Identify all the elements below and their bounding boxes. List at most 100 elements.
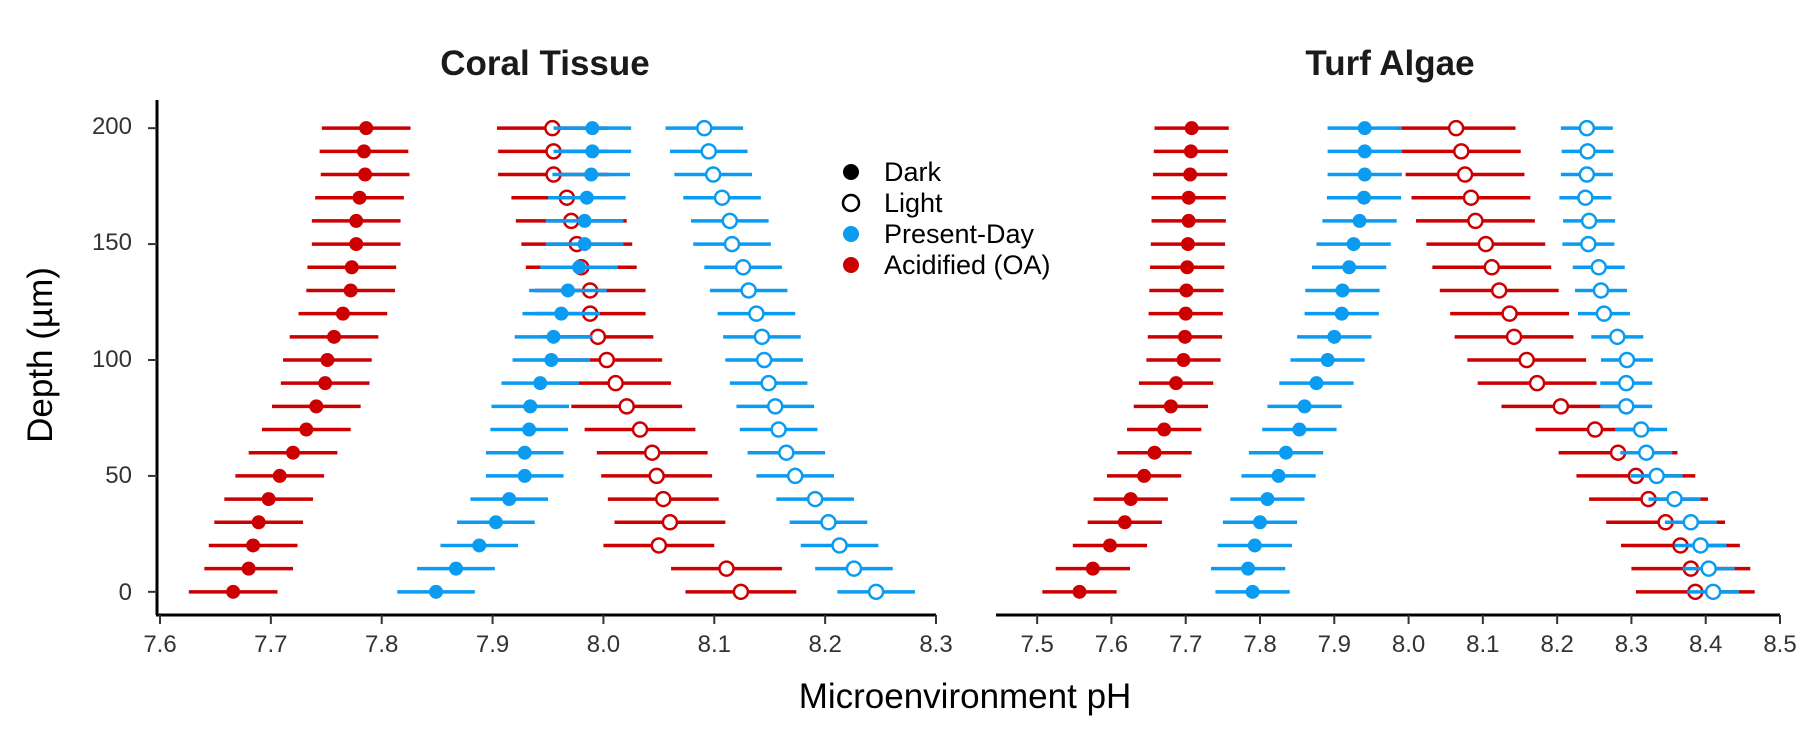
data-point	[650, 537, 668, 554]
data-point	[554, 306, 569, 321]
data-point	[544, 353, 559, 367]
data-point	[1357, 121, 1372, 136]
x-tick-label: 8.2	[808, 631, 841, 658]
data-point	[1180, 237, 1195, 252]
data-point	[309, 399, 324, 414]
data-point	[1456, 166, 1474, 183]
x-tick-label: 7.6	[143, 631, 176, 658]
data-point	[1245, 584, 1260, 599]
data-point	[1590, 259, 1607, 276]
data-point	[1586, 421, 1604, 438]
data-point	[845, 560, 863, 577]
data-point	[572, 260, 587, 275]
data-point	[1181, 190, 1196, 205]
x-tick-label: 8.1	[1466, 631, 1499, 658]
data-point	[755, 351, 773, 369]
y-tick-label: 100	[92, 346, 132, 373]
y-tick-labels: 0 50 100 150 200	[92, 113, 132, 606]
data-point	[1292, 422, 1307, 437]
data-point	[1682, 514, 1700, 531]
data-point	[748, 305, 765, 322]
data-point	[1163, 399, 1178, 414]
data-point	[320, 353, 335, 367]
data-point	[246, 538, 261, 553]
data-point	[1467, 212, 1484, 230]
data-point	[1578, 166, 1596, 183]
x-tick-label: 8.2	[1540, 631, 1573, 658]
data-point	[226, 584, 241, 599]
data-point	[1580, 235, 1597, 253]
data-point	[1447, 119, 1465, 137]
data-point	[502, 492, 517, 507]
data-point	[831, 537, 848, 554]
x-tick-label: 7.8	[365, 631, 398, 658]
data-point	[770, 421, 787, 438]
data-point	[753, 328, 771, 346]
data-point	[585, 144, 600, 159]
data-point	[1648, 467, 1665, 485]
data-point	[1357, 144, 1372, 159]
axes: 7.6 7.7 7.8 7.9 8.0 8.1 8.2 8.3 7.5 7.6 7.7 7.8 7.9 8…	[143, 100, 1797, 658]
x-tick-label: 8.0	[587, 631, 620, 658]
x-tick-label: 7.7	[254, 631, 287, 658]
data-point	[1309, 376, 1324, 391]
data-point	[488, 515, 503, 530]
y-tick-label: 50	[105, 462, 132, 489]
data-point	[1666, 490, 1683, 508]
data-point	[589, 328, 607, 346]
x-tick-label: 8.3	[919, 631, 952, 658]
data-point	[732, 583, 750, 601]
legend-dark-marker	[843, 164, 859, 180]
data-point	[1320, 353, 1335, 367]
data-point	[356, 144, 371, 159]
data-point	[1147, 445, 1162, 460]
data-point	[358, 167, 373, 182]
x-tick-label: 8.3	[1615, 631, 1648, 658]
legend-light-label: Light	[884, 188, 943, 218]
data-point	[1157, 422, 1172, 437]
x-tick-label: 8.1	[698, 631, 731, 658]
legend-present-day-marker	[843, 226, 859, 242]
data-point	[1552, 398, 1570, 415]
data-point	[598, 351, 616, 369]
data-point	[806, 490, 824, 508]
data-point	[1618, 351, 1636, 369]
data-point	[343, 283, 358, 298]
data-point	[1617, 398, 1635, 415]
data-point	[1477, 235, 1495, 253]
data-point	[655, 490, 672, 508]
data-point	[577, 213, 592, 228]
data-point	[1352, 213, 1367, 228]
data-point	[272, 468, 287, 483]
data-point	[560, 283, 575, 298]
data-point	[1072, 584, 1087, 599]
data-point	[767, 398, 784, 415]
data-point	[522, 422, 537, 437]
legend: Dark Light Present-Day Acidified (OA)	[841, 157, 1051, 280]
data-point	[1638, 444, 1655, 461]
data-point	[1609, 328, 1626, 346]
data-point	[1592, 282, 1610, 299]
data-point	[335, 306, 350, 321]
legend-dark-label: Dark	[884, 157, 942, 187]
data-point	[1176, 353, 1191, 367]
data-point	[1334, 306, 1349, 321]
data-point	[359, 121, 374, 136]
data-marks	[188, 119, 1755, 601]
data-point	[1184, 121, 1199, 136]
data-point	[585, 121, 600, 136]
data-point	[661, 514, 679, 531]
data-point	[1241, 561, 1256, 576]
data-point	[1692, 537, 1709, 554]
data-point	[618, 398, 635, 415]
data-point	[1700, 560, 1717, 577]
x-tick-label: 7.7	[1169, 631, 1202, 658]
coral-tissue-panel-title: Coral Tissue	[440, 44, 649, 83]
data-point	[696, 119, 713, 137]
data-point	[352, 190, 367, 205]
data-point	[251, 515, 266, 530]
data-point	[1279, 445, 1293, 460]
data-point	[1577, 189, 1594, 206]
data-point	[648, 467, 665, 485]
data-point	[299, 422, 314, 437]
